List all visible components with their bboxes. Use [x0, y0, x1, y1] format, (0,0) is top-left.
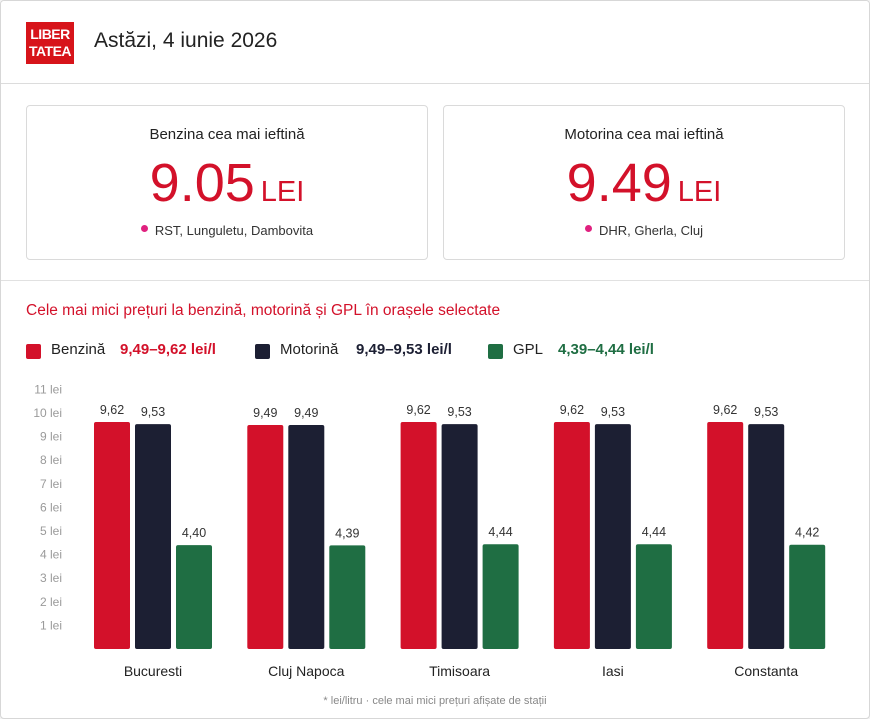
cheapest-cards: Benzina cea mai ieftină 9.05 LEI RST, Lun… — [1, 84, 869, 281]
bar-1-2 — [329, 545, 366, 649]
price-unit: LEI — [260, 176, 305, 208]
card-location: RST, Lunguletu, Dambovita — [27, 223, 427, 238]
legend-range: 9,49–9,53 lei/l — [356, 341, 452, 358]
x-tick-label: Cluj Napoca — [268, 663, 344, 679]
card-title: Benzina cea mai ieftină — [149, 126, 305, 143]
card-cheapest-diesel: Motorina cea mai ieftină 9.49 LEI DHR, Gh… — [443, 105, 845, 260]
bar-value-label: 4,40 — [182, 526, 206, 540]
legend-range: 9,49–9,62 lei/l — [120, 341, 216, 358]
bar-value-label: 9,62 — [560, 403, 584, 417]
legend-label: Motorină — [280, 341, 339, 358]
legend-swatch — [255, 344, 270, 359]
bar-3-0 — [553, 421, 590, 649]
card-location: DHR, Gherla, Cluj — [444, 223, 844, 238]
y-tick-label: 7 lei — [40, 477, 62, 491]
bar-value-label: 9,62 — [713, 403, 737, 417]
logo-line-2: TATEA — [28, 43, 72, 59]
y-tick-label: 8 lei — [40, 453, 62, 467]
bar-1-1 — [288, 425, 325, 649]
y-tick-label: 2 lei — [40, 595, 62, 609]
card-price: 9.05 LEI — [27, 152, 427, 214]
header: LIBER TATEA Astăzi, 4 iunie 2026 — [1, 1, 869, 84]
location-pin-icon — [140, 225, 148, 232]
bar-0-0 — [94, 421, 130, 649]
legend-label: GPL — [513, 341, 544, 358]
bar-0-1 — [135, 424, 171, 649]
bar-2-0 — [400, 421, 437, 649]
page-date: Astăzi, 4 iunie 2026 — [94, 29, 278, 52]
bar-value-label: 9,53 — [754, 405, 778, 419]
chart-title: Cele mai mici prețuri la benzină, motori… — [26, 302, 501, 319]
x-tick-label: Constanta — [734, 663, 798, 679]
price-unit: LEI — [677, 176, 722, 208]
y-tick-label: 1 lei — [40, 618, 62, 632]
bar-value-label: 9,62 — [406, 403, 430, 417]
bar-value-label: 9,49 — [294, 406, 318, 420]
y-tick-label: 11 lei — [34, 382, 62, 396]
y-tick-label: 6 lei — [40, 500, 62, 514]
bar-value-label: 4,39 — [335, 526, 359, 540]
bar-3-2 — [635, 544, 672, 649]
price-value: 9.05 — [149, 153, 255, 213]
y-tick-label: 9 lei — [40, 430, 62, 444]
location-pin-icon — [584, 225, 592, 232]
card-price: 9.49 LEI — [444, 152, 844, 214]
price-value: 9.49 — [566, 153, 672, 213]
bar-chart: 1 lei 2 lei 3 lei 4 lei 5 lei 6 lei 7 lei 8 lei… — [33, 382, 826, 679]
bar-4-0 — [707, 421, 744, 649]
x-tick-label: Bucuresti — [124, 663, 182, 679]
card-cheapest-petrol: Benzina cea mai ieftină 9.05 LEI RST, Lun… — [26, 105, 428, 260]
libertatea-logo[interactable]: LIBER TATEA — [26, 22, 74, 64]
card-title: Motorina cea mai ieftină — [564, 126, 724, 143]
x-tick-label: Timisoara — [429, 663, 490, 679]
bar-value-label: 4,42 — [795, 526, 819, 540]
bar-0-2 — [176, 545, 212, 649]
legend-swatch — [488, 344, 503, 359]
bar-2-2 — [482, 544, 519, 649]
bar-value-label: 9,49 — [253, 406, 277, 420]
bar-value-label: 4,44 — [642, 525, 666, 539]
y-tick-label: 5 lei — [40, 524, 62, 538]
y-tick-label: 3 lei — [40, 571, 62, 585]
bar-2-1 — [441, 424, 478, 649]
legend-range: 4,39–4,44 lei/l — [558, 341, 654, 358]
bar-4-2 — [789, 544, 826, 649]
bar-value-label: 9,53 — [601, 405, 625, 419]
bar-value-label: 9,53 — [447, 405, 471, 419]
location-text: DHR, Gherla, Cluj — [598, 223, 704, 238]
legend-swatch — [26, 344, 41, 359]
bar-value-label: 9,62 — [100, 403, 124, 417]
x-tick-label: Iasi — [602, 663, 624, 679]
bar-4-1 — [748, 424, 785, 649]
legend-label: Benzină — [51, 341, 106, 358]
logo-line-1: LIBER — [30, 26, 70, 42]
bar-value-label: 4,44 — [488, 525, 512, 539]
bar-value-label: 9,53 — [141, 405, 165, 419]
y-tick-label: 4 lei — [40, 548, 62, 562]
bar-1-0 — [247, 425, 284, 649]
footnote: * lei/litru · cele mai mici prețuri afiș… — [323, 695, 547, 707]
location-text: RST, Lunguletu, Dambovita — [154, 223, 314, 238]
y-tick-label: 10 lei — [33, 406, 62, 420]
bar-3-1 — [594, 424, 631, 649]
